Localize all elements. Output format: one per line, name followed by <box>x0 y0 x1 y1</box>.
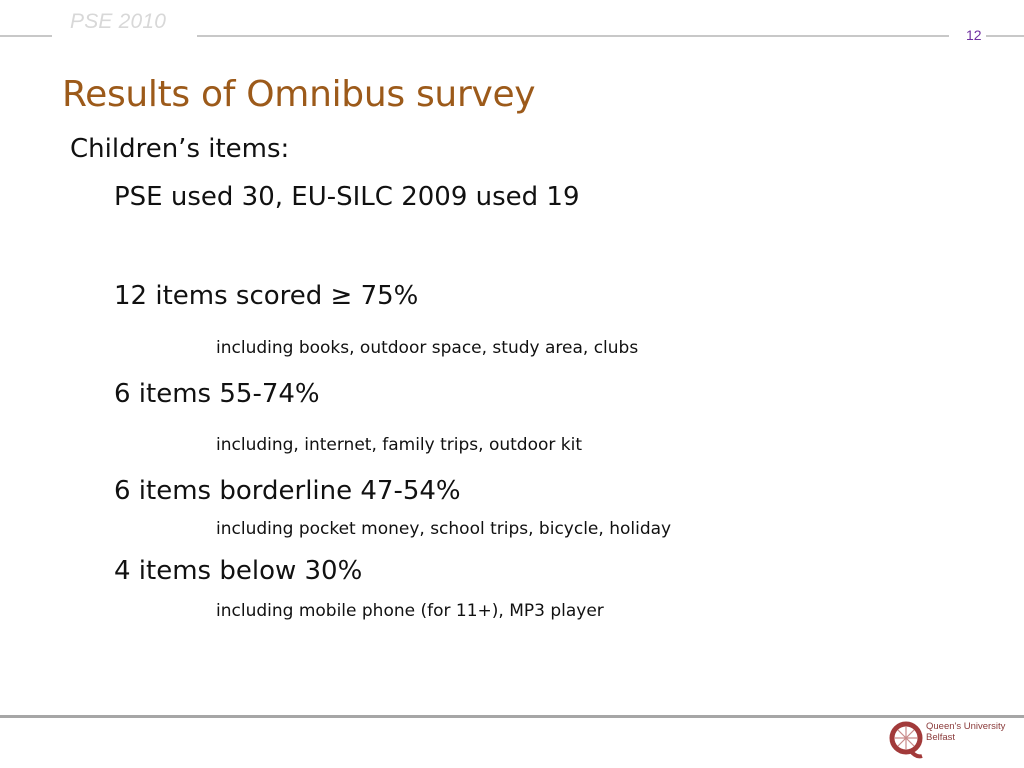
logo-text: Queen's University Belfast <box>926 721 1005 743</box>
sub-bullet-line: including books, outdoor space, study ar… <box>216 338 639 358</box>
bullet-line: 4 items below 30% <box>114 556 363 586</box>
sub-bullet-line: including pocket money, school trips, bi… <box>216 519 672 539</box>
header-brand: PSE 2010 <box>70 10 167 33</box>
university-logo: Queen's University Belfast <box>888 718 1008 764</box>
slide-title: Results of Omnibus survey <box>62 74 536 115</box>
bullet-line: 6 items borderline 47-54% <box>114 476 461 506</box>
bullet-line: 12 items scored ≥ 75% <box>114 281 419 311</box>
sub-bullet-line: including, internet, family trips, outdo… <box>216 435 583 455</box>
header-rule-end <box>986 35 1024 37</box>
sub-bullet-line: including mobile phone (for 11+), MP3 pl… <box>216 601 604 621</box>
header-rule-left <box>0 35 52 37</box>
footer-rule <box>0 715 1024 718</box>
page-number: 12 <box>966 27 982 43</box>
logo-line-2: Belfast <box>926 732 956 743</box>
logo-line-1: Queen's University <box>926 721 1006 732</box>
content-heading: Children’s items: <box>70 134 290 164</box>
header-rule-right <box>197 35 949 37</box>
bullet-line: 6 items 55-74% <box>114 379 320 409</box>
queens-crest-icon <box>889 721 923 759</box>
bullet-line: PSE used 30, EU-SILC 2009 used 19 <box>114 182 580 212</box>
